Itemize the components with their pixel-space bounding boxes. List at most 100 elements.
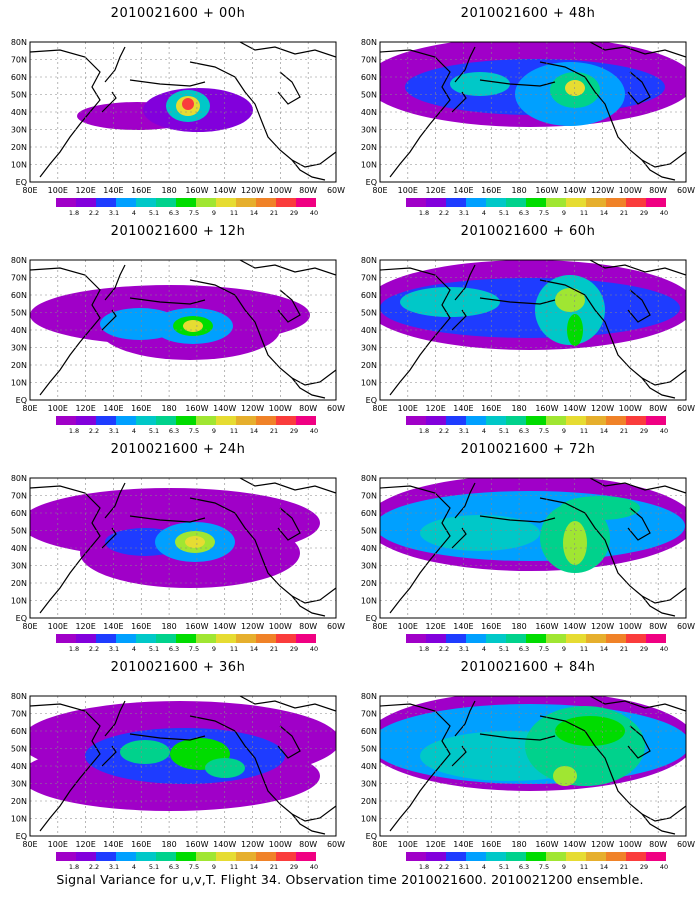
colorbar-label: 6.3 xyxy=(169,645,179,653)
lon-tick-label: 180 xyxy=(511,186,526,195)
colorbar-label: 14 xyxy=(250,863,258,871)
colorbar-label: 11 xyxy=(230,645,238,653)
variance-contour xyxy=(560,496,640,520)
variance-contour xyxy=(182,98,194,110)
lat-tick-label: EQ xyxy=(16,396,27,405)
lon-tick-label: 80E xyxy=(372,186,387,195)
lat-tick-label: 20N xyxy=(361,361,377,370)
lon-tick-label: 160E xyxy=(131,186,151,195)
lon-tick-label: 60W xyxy=(677,622,695,631)
lon-tick-label: 100E xyxy=(398,840,418,849)
colorbar-label: 29 xyxy=(290,209,298,217)
colorbar-swatch xyxy=(136,198,156,207)
lat-tick-label: 50N xyxy=(11,527,27,536)
lon-tick-label: 120W xyxy=(241,840,264,849)
lat-tick-label: 50N xyxy=(11,309,27,318)
lon-tick-label: 160E xyxy=(481,404,501,413)
colorbar-swatch xyxy=(606,852,626,861)
lat-tick-label: 80N xyxy=(11,692,27,701)
map-frame xyxy=(29,259,337,401)
colorbar-label: 2.2 xyxy=(439,209,449,217)
colorbar-swatch xyxy=(546,198,566,207)
colorbar-swatch xyxy=(176,852,196,861)
lon-tick-label: 120E xyxy=(425,404,445,413)
lon-tick-label: 160E xyxy=(481,622,501,631)
colorbar-label: 4 xyxy=(482,863,486,871)
colorbar-label: 2.2 xyxy=(439,863,449,871)
colorbar-swatch xyxy=(626,852,646,861)
lon-tick-label: 100W xyxy=(619,840,642,849)
colorbar-swatch xyxy=(176,416,196,425)
lat-tick-label: 30N xyxy=(11,126,27,135)
lon-tick-label: 80W xyxy=(649,404,667,413)
lon-tick-label: 140E xyxy=(103,186,123,195)
lon-tick-label: 120E xyxy=(425,622,445,631)
lat-tick-label: 10N xyxy=(361,815,377,824)
colorbar-label: 29 xyxy=(290,863,298,871)
lon-tick-label: 180 xyxy=(161,186,176,195)
lat-tick-label: 80N xyxy=(361,692,377,701)
lon-tick-label: 180 xyxy=(161,840,176,849)
colorbar-label: 7.5 xyxy=(189,863,199,871)
lon-tick-label: 180 xyxy=(161,622,176,631)
colorbar-swatch xyxy=(626,198,646,207)
colorbar-label: 5.1 xyxy=(149,645,159,653)
map-panel: 2010021600 + 24h 80N 70N 60N 50N 40N 30N 20N 10N… xyxy=(8,442,348,657)
map-frame xyxy=(379,477,687,619)
colorbar-swatch xyxy=(136,852,156,861)
graticule xyxy=(380,696,686,836)
colorbar-swatch xyxy=(216,634,236,643)
colorbar-swatch xyxy=(566,198,586,207)
lat-tick-label: 40N xyxy=(11,762,27,771)
colorbar-swatch xyxy=(296,198,316,207)
lon-tick-label: 140W xyxy=(563,622,586,631)
lon-tick-label: 180 xyxy=(161,404,176,413)
lon-tick-label: 120E xyxy=(75,622,95,631)
colorbar-swatch xyxy=(486,634,506,643)
lat-tick-label: 50N xyxy=(361,745,377,754)
lat-tick-label: 30N xyxy=(11,562,27,571)
lat-tick-label: EQ xyxy=(366,178,377,187)
lon-tick-label: 100W xyxy=(269,404,292,413)
colorbar-swatch xyxy=(96,198,116,207)
lat-tick-label: 10N xyxy=(11,379,27,388)
lon-tick-label: 140E xyxy=(453,622,473,631)
lon-tick-label: 140E xyxy=(453,186,473,195)
colorbar-label: 2.2 xyxy=(89,863,99,871)
lon-tick-label: 100E xyxy=(48,622,68,631)
colorbar-swatch xyxy=(116,416,136,425)
lat-tick-label: 10N xyxy=(361,161,377,170)
colorbar-swatch xyxy=(56,634,76,643)
colorbar-swatch xyxy=(546,416,566,425)
colorbar-label: 3.1 xyxy=(459,427,469,435)
colorbar-swatch xyxy=(76,852,96,861)
colorbar-swatch xyxy=(96,634,116,643)
lon-tick-label: 140W xyxy=(563,186,586,195)
graticule xyxy=(30,696,336,836)
lon-tick-label: 120E xyxy=(425,186,445,195)
colorbar-swatch xyxy=(426,416,446,425)
colorbar-label: 1.8 xyxy=(69,427,79,435)
colorbar-label: 7.5 xyxy=(539,427,549,435)
colorbar-label: 14 xyxy=(600,645,608,653)
colorbar-swatch xyxy=(96,852,116,861)
map-frame xyxy=(379,259,687,401)
colorbar-swatch xyxy=(406,634,426,643)
colorbar-swatch xyxy=(506,852,526,861)
lon-tick-label: 140W xyxy=(563,404,586,413)
lon-tick-label: 60W xyxy=(327,404,345,413)
panel-title: 2010021600 + 12h xyxy=(110,224,246,239)
colorbar-swatch xyxy=(236,416,256,425)
figure-caption: Signal Variance for u,v,T. Flight 34. Ob… xyxy=(56,872,644,887)
lon-tick-label: 120E xyxy=(75,840,95,849)
colorbar-label: 9 xyxy=(212,863,216,871)
lon-tick-label: 120W xyxy=(241,186,264,195)
colorbar-swatch xyxy=(116,198,136,207)
colorbar-label: 4 xyxy=(132,427,136,435)
